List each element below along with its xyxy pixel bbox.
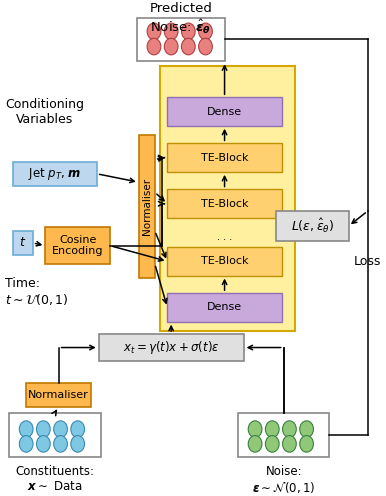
Text: Dense: Dense	[207, 107, 242, 117]
Circle shape	[199, 38, 212, 55]
Text: Jet $\boldsymbol{p_T}$, $\boldsymbol{m}$: Jet $\boldsymbol{p_T}$, $\boldsymbol{m}$	[28, 166, 81, 182]
Text: Dense: Dense	[207, 303, 242, 312]
Text: Conditioning
Variables: Conditioning Variables	[5, 98, 84, 126]
Circle shape	[199, 23, 212, 40]
Text: $L(\epsilon, \hat{\epsilon}_{\theta})$: $L(\epsilon, \hat{\epsilon}_{\theta})$	[291, 217, 334, 235]
Text: Predicted
Noise: $\hat{\boldsymbol{\epsilon}}_{\boldsymbol{\theta}}$: Predicted Noise: $\hat{\boldsymbol{\epsi…	[149, 2, 212, 36]
Circle shape	[37, 435, 50, 452]
Circle shape	[71, 435, 85, 452]
Bar	[168, 293, 282, 322]
Text: TE-Block: TE-Block	[201, 153, 248, 163]
Circle shape	[266, 435, 279, 452]
Bar	[168, 143, 282, 172]
Text: TE-Block: TE-Block	[201, 199, 248, 209]
Circle shape	[164, 38, 178, 55]
Circle shape	[181, 23, 195, 40]
Circle shape	[19, 421, 33, 437]
Circle shape	[164, 23, 178, 40]
Bar	[238, 413, 330, 457]
Text: Normaliser: Normaliser	[142, 178, 152, 235]
Bar	[99, 334, 244, 361]
Circle shape	[181, 38, 195, 55]
Circle shape	[19, 435, 33, 452]
Bar	[26, 383, 91, 407]
Bar	[13, 162, 97, 186]
Circle shape	[147, 23, 161, 40]
Bar	[168, 97, 282, 126]
Circle shape	[54, 435, 68, 452]
Bar	[139, 135, 155, 278]
Circle shape	[147, 38, 161, 55]
Bar	[13, 231, 33, 255]
Circle shape	[37, 421, 50, 437]
Bar	[168, 247, 282, 276]
Circle shape	[248, 421, 262, 437]
Bar	[45, 227, 110, 264]
Bar	[137, 17, 225, 62]
Circle shape	[283, 421, 296, 437]
Circle shape	[283, 435, 296, 452]
Text: Normaliser: Normaliser	[28, 390, 89, 400]
Circle shape	[248, 435, 262, 452]
Bar	[9, 413, 101, 457]
Circle shape	[300, 421, 313, 437]
Text: . . .: . . .	[217, 233, 232, 243]
Text: TE-Block: TE-Block	[201, 256, 248, 266]
Circle shape	[54, 421, 68, 437]
Text: $t$: $t$	[19, 237, 26, 249]
Bar	[160, 66, 295, 331]
Text: Cosine
Encoding: Cosine Encoding	[52, 235, 103, 256]
Circle shape	[71, 421, 85, 437]
Text: Noise:
$\boldsymbol{\epsilon} \sim \mathcal{N}(0,1)$: Noise: $\boldsymbol{\epsilon} \sim \math…	[252, 465, 315, 495]
Bar	[276, 211, 349, 241]
Text: Loss: Loss	[354, 255, 381, 268]
Text: $x_t = \gamma(t)x + \sigma(t)\epsilon$: $x_t = \gamma(t)x + \sigma(t)\epsilon$	[123, 339, 219, 356]
Text: Time:
$t \sim \mathcal{U}(0,1)$: Time: $t \sim \mathcal{U}(0,1)$	[5, 277, 69, 307]
Text: Constituents:
$\boldsymbol{x} \sim$ Data: Constituents: $\boldsymbol{x} \sim$ Data	[15, 465, 94, 493]
Circle shape	[300, 435, 313, 452]
Circle shape	[266, 421, 279, 437]
Bar	[168, 189, 282, 218]
